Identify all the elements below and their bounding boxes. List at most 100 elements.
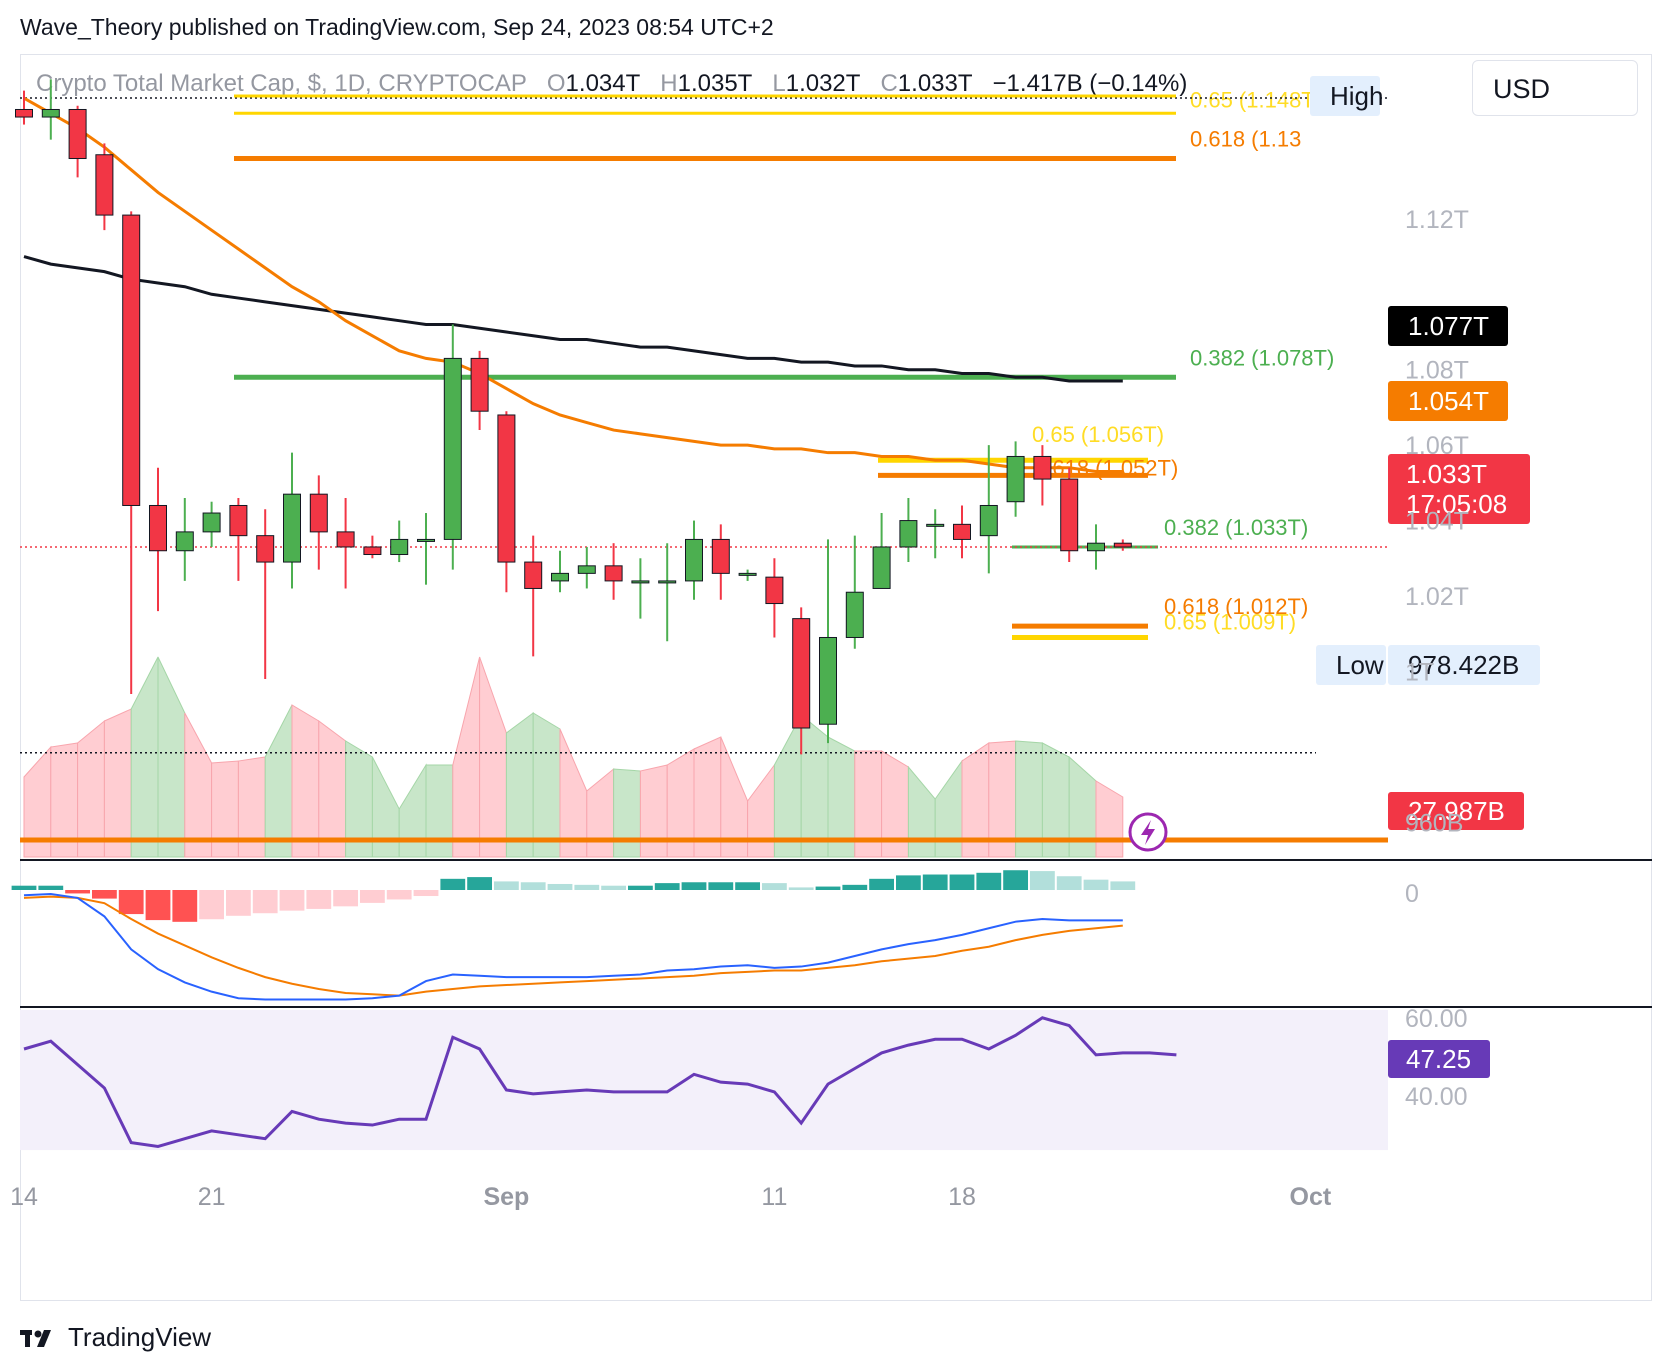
candle-body — [577, 565, 596, 574]
candle[interactable] — [470, 350, 489, 431]
candle-body — [390, 538, 409, 556]
macd-histogram-bar — [628, 885, 653, 890]
countdown-value: 17:05:08 — [1406, 489, 1507, 519]
sma200-price-tag-bg — [1388, 306, 1508, 346]
macd-histogram-bar — [735, 882, 760, 890]
currency-button[interactable]: USD — [1472, 60, 1638, 116]
time-axis-tick: 14 — [10, 1183, 38, 1211]
last-price-value: 1.033T — [1406, 459, 1487, 489]
candle[interactable] — [711, 524, 730, 600]
candle[interactable] — [872, 513, 891, 589]
candle[interactable] — [95, 143, 114, 231]
volume-area-segment — [586, 767, 615, 858]
volume-area-segment — [613, 768, 641, 858]
candle-body — [122, 214, 141, 506]
high-tag-bg — [1310, 76, 1380, 116]
macd-histogram-bar — [922, 874, 948, 890]
candle[interactable] — [1006, 441, 1025, 517]
ema50-price-tag-text: 1.054T — [1408, 386, 1489, 416]
macd-histogram-bar — [65, 890, 90, 894]
macd-zero-tick: 0 — [1405, 880, 1419, 908]
candle[interactable] — [685, 520, 703, 600]
macd-histogram-bar — [413, 890, 439, 897]
volume-area-segment — [130, 656, 159, 858]
volume-area-segment — [747, 763, 775, 858]
candle[interactable] — [738, 569, 757, 581]
candle[interactable] — [926, 509, 945, 559]
price-axis-tick: 960B — [1405, 809, 1463, 837]
volume-area-segment — [425, 764, 454, 858]
fib-level-label: 0.65 (1.009T) — [1164, 609, 1296, 634]
candle[interactable] — [899, 497, 918, 563]
candle[interactable] — [1033, 445, 1052, 506]
candle[interactable] — [577, 546, 596, 589]
candle[interactable] — [979, 445, 998, 574]
candle[interactable] — [309, 475, 328, 570]
candle[interactable] — [631, 558, 650, 619]
fib-level-label: 0.65 (1.148T) — [1190, 87, 1322, 112]
candle-body — [68, 108, 87, 160]
candle[interactable] — [202, 501, 221, 547]
candle[interactable] — [256, 509, 275, 679]
candle[interactable] — [149, 467, 167, 612]
candle[interactable] — [390, 520, 409, 563]
candle[interactable] — [524, 535, 543, 657]
candle[interactable] — [551, 550, 569, 593]
candle[interactable] — [1113, 539, 1132, 551]
sma200-price-tag-text: 1.077T — [1408, 311, 1489, 341]
candle[interactable] — [417, 513, 435, 585]
macd-histogram-bar — [1003, 870, 1028, 890]
last-price-tag-bg — [1388, 454, 1530, 524]
candle[interactable] — [604, 543, 623, 600]
candle-body — [604, 565, 623, 582]
fib-level-label: 0.382 (1.078T) — [1190, 345, 1334, 370]
candle[interactable] — [122, 211, 141, 695]
candle[interactable] — [1060, 467, 1079, 563]
candle[interactable] — [283, 452, 301, 589]
candle[interactable] — [497, 411, 516, 593]
macd-histogram-bar — [440, 878, 466, 890]
volume-area-segment — [77, 719, 105, 858]
candle[interactable] — [41, 79, 60, 140]
candle[interactable] — [658, 543, 677, 642]
candle[interactable] — [443, 324, 462, 570]
fib-level-label: 0.382 (1.033T) — [1164, 515, 1308, 540]
candle[interactable] — [1087, 524, 1105, 570]
tradingview-footer[interactable]: TradingView — [20, 1322, 211, 1353]
publish-header: Wave_Theory published on TradingView.com… — [20, 14, 774, 40]
candle[interactable] — [336, 497, 355, 589]
candle[interactable] — [229, 497, 248, 581]
volume-area-segment — [639, 764, 668, 858]
volume-area-segment — [291, 704, 320, 858]
candle[interactable] — [765, 558, 784, 638]
ema50-price-tag: 1.054T — [1388, 381, 1508, 421]
macd-histogram-bar — [1056, 876, 1082, 890]
price-axis-tick: 1.08T — [1405, 357, 1469, 385]
low-value-tag: 978.422B — [1388, 645, 1540, 685]
candle-body — [685, 538, 703, 582]
volume-area-segment — [318, 720, 347, 858]
candle[interactable] — [845, 535, 864, 649]
candle[interactable] — [68, 105, 87, 178]
price-chart[interactable]: 0.65 (1.148T) 0.618 (1.13 0.382 (1.078T) 0.… — [0, 0, 1664, 1300]
candle[interactable] — [953, 505, 971, 559]
tradingview-logo-icon — [20, 1329, 51, 1347]
candle-body — [336, 531, 355, 548]
volume-area-segment — [264, 704, 293, 858]
candle[interactable] — [792, 607, 811, 755]
candle[interactable] — [15, 90, 33, 125]
candle-body — [41, 108, 60, 118]
candle[interactable] — [363, 535, 382, 559]
fib-level-label: 0.618 (1.012T) — [1164, 594, 1308, 619]
lightning-icon[interactable] — [1128, 812, 1168, 852]
legend-low-label: L — [772, 70, 786, 97]
macd-histogram-bar — [1083, 879, 1109, 890]
rsi-band — [20, 1010, 1388, 1151]
macd-histogram-bar — [199, 890, 224, 920]
candle[interactable] — [175, 497, 194, 581]
legend-open-label: O — [546, 70, 566, 97]
candle[interactable] — [819, 539, 837, 744]
high-tag-text: High — [1330, 81, 1383, 111]
candle-body — [953, 523, 971, 540]
macd-histogram-bar — [601, 885, 626, 890]
